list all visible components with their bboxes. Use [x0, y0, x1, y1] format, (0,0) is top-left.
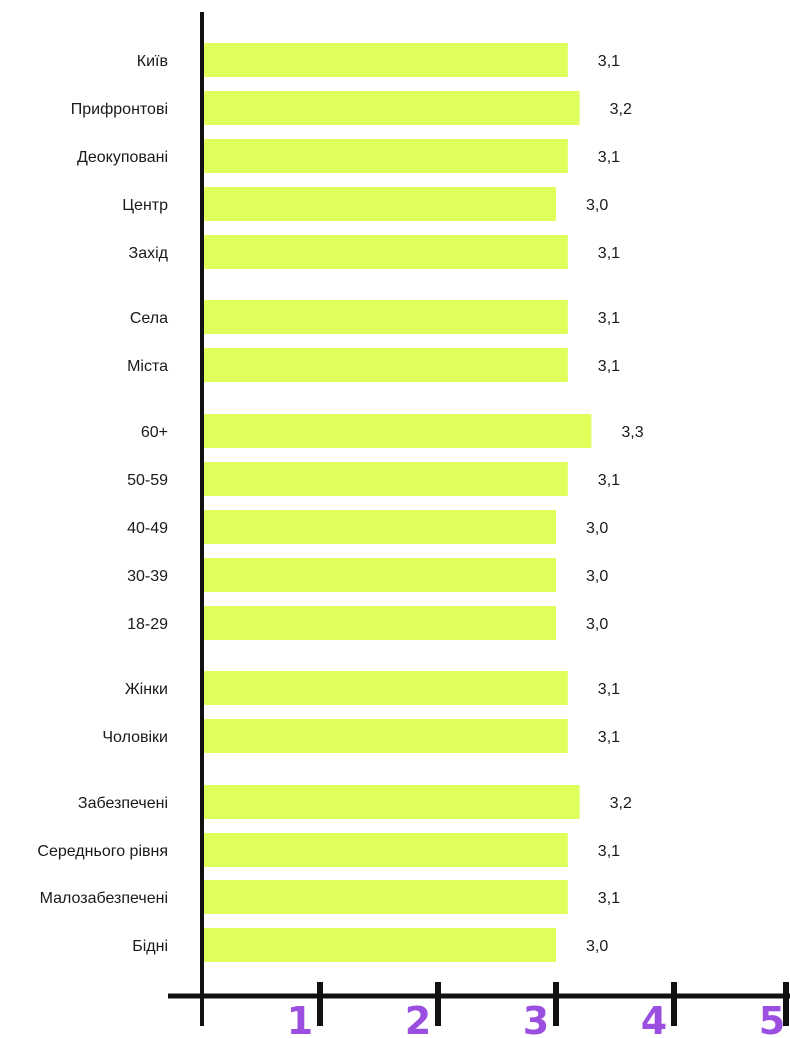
- bar: [204, 91, 580, 125]
- bar: [204, 928, 556, 962]
- value-label: 3,0: [586, 197, 608, 214]
- value-label: 3,1: [598, 472, 620, 489]
- bar: [204, 300, 568, 334]
- x-tick-label: 2: [405, 999, 431, 1038]
- value-label: 3,1: [598, 681, 620, 698]
- category-label: Бідні: [132, 938, 168, 955]
- value-label: 3,2: [610, 795, 632, 812]
- value-label: 3,0: [586, 520, 608, 537]
- category-label: Київ: [137, 53, 168, 70]
- category-label: Захід: [129, 245, 169, 262]
- bar: [204, 235, 568, 269]
- category-label: 30-39: [127, 568, 168, 585]
- bar: [204, 880, 568, 914]
- bar: [204, 833, 568, 867]
- category-label: Середнього рівня: [37, 843, 168, 860]
- x-tick-label: 5: [759, 999, 785, 1038]
- bar: [204, 139, 568, 173]
- bar: [204, 187, 556, 221]
- bar: [204, 462, 568, 496]
- x-tick-label: 4: [641, 999, 667, 1038]
- value-label: 3,1: [598, 245, 620, 262]
- value-label: 3,3: [621, 424, 643, 441]
- value-label: 3,2: [610, 101, 632, 118]
- value-label: 3,0: [586, 568, 608, 585]
- value-label: 3,1: [598, 53, 620, 70]
- category-label: Села: [130, 310, 168, 327]
- value-label: 3,0: [586, 938, 608, 955]
- value-label: 3,1: [598, 729, 620, 746]
- bar: [204, 348, 568, 382]
- category-label: 40-49: [127, 520, 168, 537]
- x-tick-label: 1: [287, 999, 313, 1038]
- value-label: 3,0: [586, 616, 608, 633]
- value-label: 3,1: [598, 310, 620, 327]
- category-label: 18-29: [127, 616, 168, 633]
- value-label: 3,1: [598, 149, 620, 166]
- value-label: 3,1: [598, 358, 620, 375]
- bar: [204, 414, 592, 448]
- x-tick-label: 3: [523, 999, 549, 1038]
- category-label: Міста: [127, 358, 168, 375]
- category-label: Жінки: [125, 681, 168, 698]
- category-label: Чоловіки: [102, 729, 168, 746]
- bar: [204, 43, 568, 77]
- category-label: Деокуповані: [77, 149, 168, 166]
- bar: [204, 785, 580, 819]
- bar: [204, 510, 556, 544]
- value-label: 3,1: [598, 843, 620, 860]
- bar: [204, 671, 568, 705]
- bar: [204, 606, 556, 640]
- bar: [204, 558, 556, 592]
- category-label: Прифронтові: [71, 101, 168, 118]
- category-label: Малозабезпечені: [40, 890, 168, 907]
- category-label: Центр: [122, 197, 168, 214]
- category-label: 50-59: [127, 472, 168, 489]
- value-label: 3,1: [598, 890, 620, 907]
- category-label: 60+: [141, 424, 168, 441]
- bar: [204, 719, 568, 753]
- category-label: Забезпечені: [78, 795, 168, 812]
